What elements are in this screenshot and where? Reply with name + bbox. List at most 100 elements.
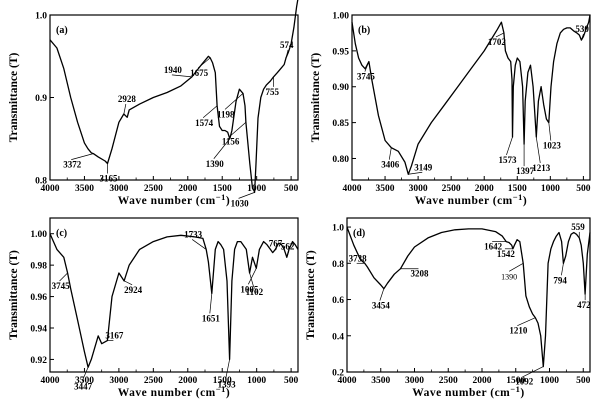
panel-b-y-tick-label: 1.00 [332,12,349,22]
panel-b-peak-label: 3149 [414,162,433,172]
panel-d-peak-label: 1092 [515,377,534,387]
panel-a-spectrum-line [49,0,299,194]
panel-d-peak-label: 3454 [372,301,391,311]
panel-b-annotation-leader [535,136,541,164]
panel-a-x-tick-label: 500 [284,184,299,194]
panel-b-annotation-leader [506,136,513,156]
panel-d-annotation-leader [561,263,564,276]
panel-c-y-tick-label: 0.98 [30,262,47,272]
panel-c-x-tick-label: 3500 [75,376,94,386]
panel-b-y-tick-label: 0.85 [332,119,349,129]
panel-a-x-tick-label: 3500 [75,184,94,194]
panel-a-annotation-leader [213,138,231,159]
panel-a-annotation-leader [202,105,218,119]
panel-d-peak-label: 472 [577,300,591,310]
panel-b-y-tick-label: 0.80 [332,155,349,165]
panel-d-peak-label: 1210 [509,326,528,336]
panel-a-x-tick-label: 3000 [109,184,128,194]
panel-d-x-tick-label: 500 [576,376,591,386]
panel-c-x-tick-label: 2500 [144,376,163,386]
panel-c-peak-label: 562 [281,241,295,251]
panel-c-annotation-leader [286,251,290,258]
panel-d-x-tick-label: 1000 [540,376,559,386]
panel-c-y-axis-title: Transmittance (T) [8,250,20,340]
panel-c-peak-label: 1005 [240,284,258,294]
panel-c-peak-label: 3447 [74,381,93,391]
panel-c-annotation-leader [123,280,133,286]
panel-a-y-tick-label: 0.8 [35,177,47,187]
panel-b-x-tick-label: 4000 [343,184,362,194]
panel-d-x-axis-title: Wave number (cm−1) [412,384,524,399]
panel-a-peak-label: 3165 [100,174,119,184]
panel-c-annotation-leader [272,248,277,253]
panel-c-x-axis-title: Wave number (cm−1) [118,384,230,399]
panel-a-x-tick-label: 2500 [144,184,163,194]
panel-a-peak-label: 1030 [231,198,250,208]
panel-a-y-tick-label: 0.9 [35,94,47,104]
panel-c-peak-label: 1733 [184,229,203,239]
panel-b-x-tick-label: 1500 [508,184,527,194]
panel-a-annotation-leader [238,192,255,199]
panel-b-y-tick-label: 0.90 [332,83,349,93]
panel-b-axes-frame [351,14,591,181]
panel-d-peak-label: 794 [553,275,567,285]
panel-c-peak-label: 1102 [246,287,264,297]
panel-b-peak-label: 1213 [532,163,551,173]
panel-b-x-axis-title: Wave number (cm−1) [415,192,527,207]
panel-b-y-tick-label: 0.95 [332,47,349,57]
panel-a-y-axis-title: Transmittance (T) [8,53,20,143]
panel-c-y-tick-label: 0.92 [30,356,47,366]
panel-d-peak-label: 3208 [410,269,429,279]
panel-b-peak-label: 3745 [357,72,376,82]
panel-d-label: (d) [353,228,365,239]
panel-a-annotation-leader [224,93,244,110]
panel-b-peak-label: 1023 [543,141,562,151]
panel-d-annotation-leader [509,262,524,272]
panel-a-x-tick-label: 1000 [247,184,266,194]
panel-c-peak-label: 3167 [105,331,124,341]
panel-d-y-axis-title: Transmittance (T) [305,250,317,340]
panel-d-peak-label: 1390 [501,272,517,281]
panel-b-peak-label: 1397 [516,166,535,176]
panel-b-annotation-leader [581,33,584,41]
panel-d-x-tick-label: 3500 [371,376,390,386]
panel-d-peak-label: 3738 [349,253,368,263]
panel-a-peak-label: 3372 [63,160,82,170]
panel-c-annotation-leader [59,272,68,282]
panel-a-peak-label: 755 [266,87,280,97]
panel-c-annotation-leader [249,272,254,288]
panel-a-peak-label: 1198 [217,109,235,119]
panel-b-x-tick-label: 2500 [442,184,461,194]
panel-a-x-tick-label: 4000 [41,184,60,194]
panel-d-annotation-leader [379,288,385,301]
panel-c-peak-label: 3745 [52,281,71,291]
panel-a-annotation-leader [229,121,247,137]
panel-c-annotation-leader [81,367,89,382]
panel-d-x-tick-label: 2000 [473,376,492,386]
panel-a-annotation-leader [285,49,289,58]
panel-c-x-tick-label: 500 [284,376,299,386]
panel-c-peak-label: 2924 [124,285,143,295]
panel-a-peak-label: 1574 [195,118,214,128]
panel-d-y-tick-label: 0.4 [332,332,344,342]
panel-c-y-tick-label: 1.00 [30,230,47,240]
panel-d-peak-label: 1642 [484,242,503,252]
panel-d-y-tick-label: 1.0 [332,224,344,234]
panel-c-annotation-leader [225,359,230,380]
panel-c-peak-label: 767 [269,239,283,249]
panel-d-x-tick-label: 3000 [405,376,424,386]
panel-b-y-axis-title: Transmittance (T) [310,53,322,143]
panel-c-annotation-leader [209,293,213,314]
panel-d-y-tick-label: 0.6 [332,296,344,306]
panel-b-peak-label: 3406 [381,160,400,170]
panel-c-label: (c) [56,228,67,239]
panel-a-annotation-leader [123,103,127,115]
panel-d-annotation-leader [523,366,544,377]
panel-b-x-tick-label: 3000 [409,184,428,194]
panel-b-peak-label: 530 [575,24,589,34]
panel-a-x-axis-title: Wave number (cm−1) [118,192,230,207]
panel-a-peak-label: 1390 [206,159,225,169]
panel-c-annotation-leader [191,239,207,250]
panel-d-spectrum-line [346,226,591,368]
panel-c-annotation-leader [248,268,257,285]
